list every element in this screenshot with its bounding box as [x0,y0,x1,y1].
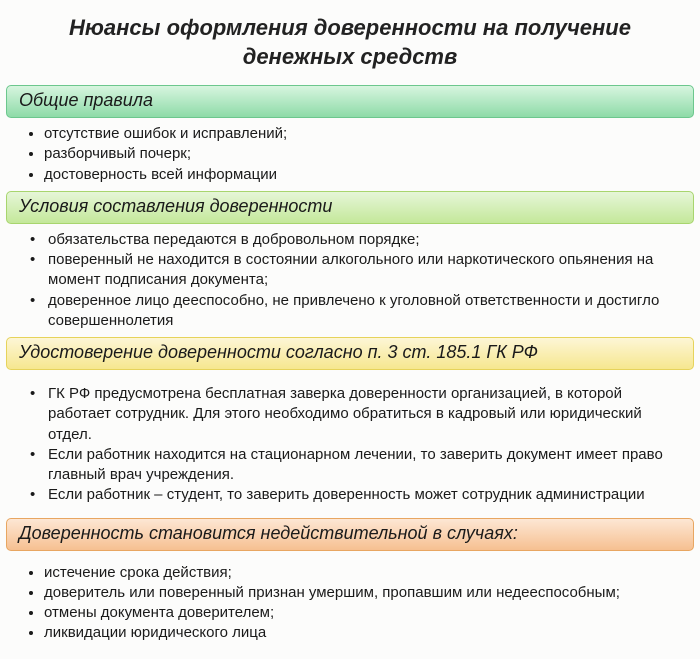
section-body-invalidity: истечение срока действия; доверитель или… [0,557,700,650]
list-item: поверенный не находится в состоянии алко… [30,250,682,291]
section-body-general-rules: отсутствие ошибок и исправлений; разборч… [0,124,700,191]
section-header-text: Доверенность становится недействительной… [19,523,518,543]
section-header-invalidity: Доверенность становится недействительной… [6,518,694,551]
list-item: Если работник – студент, то заверить дов… [30,485,682,505]
list-item: Если работник находится на стационарном … [30,445,682,486]
list-item: разборчивый почерк; [44,144,682,164]
list-item: ликвидации юридического лица [44,623,682,643]
section-header-general-rules: Общие правила [6,85,694,118]
section-header-conditions: Условия составления доверенности [6,191,694,224]
list-item: отсутствие ошибок и исправлений; [44,124,682,144]
list-item: обязательства передаются в добровольном … [30,230,682,250]
section-header-text: Общие правила [19,90,153,110]
list-item: доверенное лицо дееспособно, не привлече… [30,291,682,332]
section-header-certification: Удостоверение доверенности согласно п. 3… [6,337,694,370]
list-item: достоверность всей информации [44,165,682,185]
section-header-text: Условия составления доверенности [19,196,332,216]
list-item: ГК РФ предусмотрена бесплатная заверка д… [30,384,682,445]
list-item: доверитель или поверенный признан умерши… [44,583,682,603]
list-item: истечение срока действия; [44,563,682,583]
section-body-certification: ГК РФ предусмотрена бесплатная заверка д… [0,376,700,512]
section-body-conditions: обязательства передаются в добровольном … [0,230,700,337]
page-title: Нюансы оформления доверенности на получе… [20,14,680,71]
list-item: отмены документа доверителем; [44,603,682,623]
section-header-text: Удостоверение доверенности согласно п. 3… [19,342,538,362]
